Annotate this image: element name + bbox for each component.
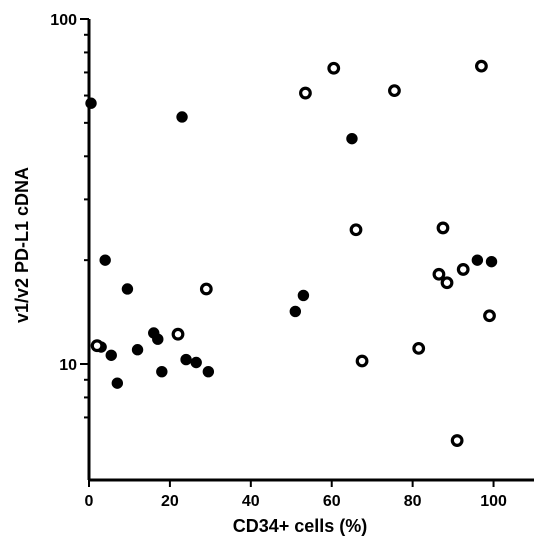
filled-circle-point	[152, 333, 164, 345]
filled-circle-point	[202, 365, 215, 378]
filled-circle-point	[131, 344, 144, 356]
data-points	[85, 59, 498, 447]
filled-circle-point	[346, 132, 358, 145]
open-circle-point	[432, 267, 446, 281]
x-tick-label: 20	[161, 493, 179, 510]
y-axis: 10 100	[50, 12, 91, 480]
x-tick-label: 80	[404, 493, 422, 510]
open-circle-point	[412, 341, 426, 355]
x-tick-label: 60	[323, 493, 341, 510]
filled-circle-point	[99, 254, 111, 266]
x-tick-label: 100	[480, 493, 507, 510]
open-circle-point	[475, 59, 488, 73]
open-circle-point	[327, 61, 341, 75]
x-tick-label: 40	[242, 493, 260, 510]
open-circle-point	[349, 223, 363, 237]
filled-circle-point	[471, 254, 484, 266]
filled-circle-point	[180, 353, 192, 366]
x-tick-label: 0	[85, 493, 94, 510]
filled-circle-point	[190, 356, 202, 369]
y-axis-title: v1/v2 PD-L1 cDNA	[12, 167, 32, 323]
y-tick-label: 100	[50, 12, 77, 29]
open-circle-point	[436, 221, 450, 235]
filled-circle-point	[176, 111, 188, 123]
open-circle-point	[483, 309, 496, 323]
open-circle-point	[388, 84, 401, 98]
open-circle-point	[450, 434, 464, 447]
filled-circle-point	[85, 97, 97, 109]
open-circle-point	[299, 86, 312, 100]
filled-circle-point	[485, 255, 498, 268]
open-circle-point	[440, 276, 454, 290]
filled-circle-point	[297, 289, 310, 302]
open-circle-point	[355, 354, 369, 368]
y-tick-label: 10	[59, 357, 77, 374]
open-circle-point	[90, 339, 104, 353]
filled-circle-point	[105, 349, 117, 361]
x-axis-title: CD34+ cells (%)	[233, 516, 368, 536]
open-circle-point	[171, 327, 185, 341]
filled-circle-point	[289, 305, 302, 318]
filled-circle-point	[156, 365, 168, 378]
open-circle-point	[456, 263, 470, 276]
filled-circle-point	[121, 283, 134, 295]
x-axis: 0 20 40 60 80 100	[85, 478, 534, 510]
filled-circle-point	[111, 377, 124, 389]
open-circle-point	[199, 282, 213, 296]
